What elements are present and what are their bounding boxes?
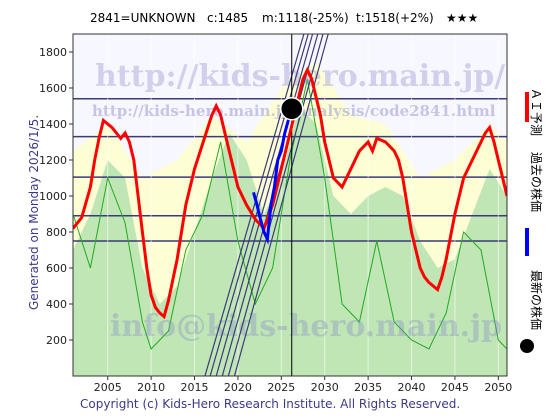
y-tick-label-4: 1000 (39, 190, 67, 203)
x-tick-label-9: 2050 (484, 381, 512, 394)
x-tick-label-3: 2020 (224, 381, 252, 394)
channel-line-4 (227, 34, 324, 376)
legend: ＡＩ予測 過去の株価 最新の株価 (520, 88, 544, 353)
x-tick-label-4: 2025 (267, 381, 295, 394)
x-tick-label-1: 2010 (137, 381, 165, 394)
x-tick-label-7: 2040 (398, 381, 426, 394)
y-axis-ticks: 200 400 600 800 1000 1200 1400 1600 1800 (39, 46, 73, 347)
legend-latest-label: 最新の株価 (529, 270, 544, 330)
header-code-name: 2841=UNKNOWN (90, 11, 196, 25)
legend-forecast-label: ＡＩ予測 (529, 88, 543, 136)
channel-line-0 (204, 34, 305, 376)
watermark-email: info@kids-hero.main.jp (110, 309, 502, 344)
header-min-info: m:1118(-25%) (262, 11, 349, 25)
x-tick-label-6: 2035 (354, 381, 382, 394)
plot-frame (72, 33, 508, 377)
green-series-line (73, 78, 507, 350)
forecast-series-line (73, 66, 507, 320)
y-tick-label-1: 400 (46, 298, 67, 311)
x-axis-ticks: 2005 2010 2015 2020 2025 2030 2035 2040 2045 2050 (94, 376, 512, 394)
legend-latest-swatch (520, 339, 534, 353)
latest-price-marker (279, 96, 304, 121)
x-tick-label-0: 2005 (94, 381, 122, 394)
channel-line-2 (215, 34, 314, 376)
y-tick-label-5: 1200 (39, 154, 67, 167)
channel-lines (204, 34, 329, 376)
channel-line-5 (233, 34, 329, 376)
x-tick-label-8: 2045 (441, 381, 469, 394)
y-tick-label-6: 1400 (39, 118, 67, 131)
y-tick-label-8: 1800 (39, 46, 67, 59)
x-tick-label-2: 2015 (181, 381, 209, 394)
header-current-price: c:1485 (207, 11, 248, 25)
x-tick-label-5: 2030 (311, 381, 339, 394)
past-price-line (252, 108, 294, 245)
header-target-info: t:1518(+2%) (356, 11, 434, 25)
y-tick-label-0: 200 (46, 334, 67, 347)
header-rating: ★★★ (446, 11, 478, 25)
y-tick-label-3: 800 (46, 226, 67, 239)
legend-past-label: 過去の株価 (529, 152, 544, 212)
y-tick-label-7: 1600 (39, 82, 67, 95)
copyright-footer: Copyright (c) Kids-Hero Research Institu… (80, 397, 460, 411)
y-tick-label-2: 600 (46, 262, 67, 275)
generated-date-label: Generated on Monday 2026/1/5. (27, 115, 41, 310)
